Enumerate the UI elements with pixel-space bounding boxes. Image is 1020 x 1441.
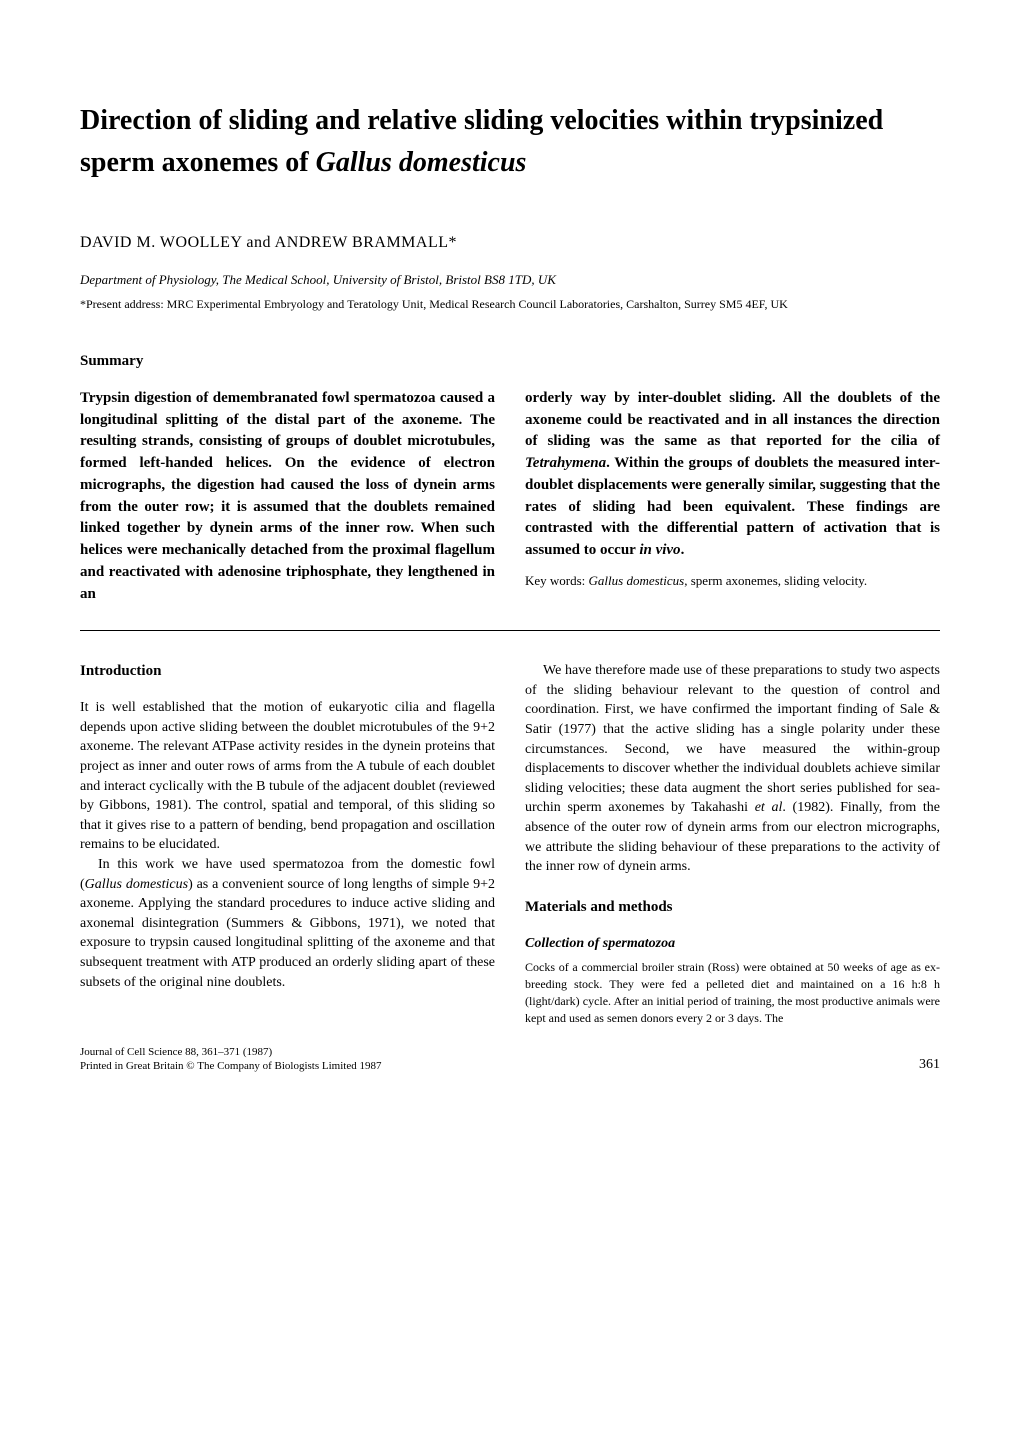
intro-p2-rest: ) as a convenient source of long lengths… [80,877,495,990]
intro-paragraph-1: It is well established that the motion o… [80,698,495,855]
collection-paragraph: Cocks of a commercial broiler strain (Ro… [525,959,940,1026]
page-footer: Journal of Cell Science 88, 361–371 (198… [80,1045,940,1074]
main-col-left: Introduction It is well established that… [80,661,495,1026]
summary-text-right-p2-end: . [681,542,685,558]
paper-title: Direction of sliding and relative slidin… [80,100,940,184]
keywords-rest: , sperm axonemes, sliding velocity. [684,573,867,588]
footer-line2: Printed in Great Britain © The Company o… [80,1060,381,1072]
main-container: Introduction It is well established that… [80,661,940,1026]
intro-paragraph-2: In this work we have used spermatozoa fr… [80,855,495,992]
authors: DAVID M. WOOLLEY and ANDREW BRAMMALL* [80,234,940,252]
section-divider [80,630,940,631]
footer-line1: Journal of Cell Science 88, 361–371 (198… [80,1046,272,1058]
summary-container: Trypsin digestion of demembranated fowl … [80,388,940,606]
affiliation: Department of Physiology, The Medical Sc… [80,272,940,288]
introduction-heading: Introduction [80,661,495,682]
collection-heading: Collection of spermatozoa [525,934,940,954]
keywords-italic: Gallus domesticus [589,573,685,588]
col2-p1-prefix: We have therefore made use of these prep… [525,663,940,815]
summary-text-right-p1: orderly way by inter-doublet sliding. Al… [525,390,940,450]
summary-heading: Summary [80,353,940,370]
main-col-right: We have therefore made use of these prep… [525,661,940,1026]
col2-p1-italic: et al [755,800,783,815]
keywords: Key words: Gallus domesticus, sperm axon… [525,572,940,590]
page-number: 361 [919,1057,940,1073]
title-line2-prefix: sperm axonemes of [80,147,316,178]
summary-col-right: orderly way by inter-doublet sliding. Al… [525,388,940,606]
keywords-prefix: Key words: [525,573,589,588]
summary-text-left: Trypsin digestion of demembranated fowl … [80,390,495,602]
summary-col-left: Trypsin digestion of demembranated fowl … [80,388,495,606]
materials-heading: Materials and methods [525,897,940,918]
present-address: *Present address: MRC Experimental Embry… [80,296,940,313]
title-line1: Direction of sliding and relative slidin… [80,105,883,136]
summary-italic-1: Tetrahymena [525,455,606,471]
intro-p2-italic: Gallus domesticus [85,877,188,892]
title-line2-italic: Gallus domesticus [316,147,527,178]
footer-left: Journal of Cell Science 88, 361–371 (198… [80,1045,381,1074]
summary-italic-2: in vivo [639,542,680,558]
col2-paragraph-1: We have therefore made use of these prep… [525,661,940,877]
